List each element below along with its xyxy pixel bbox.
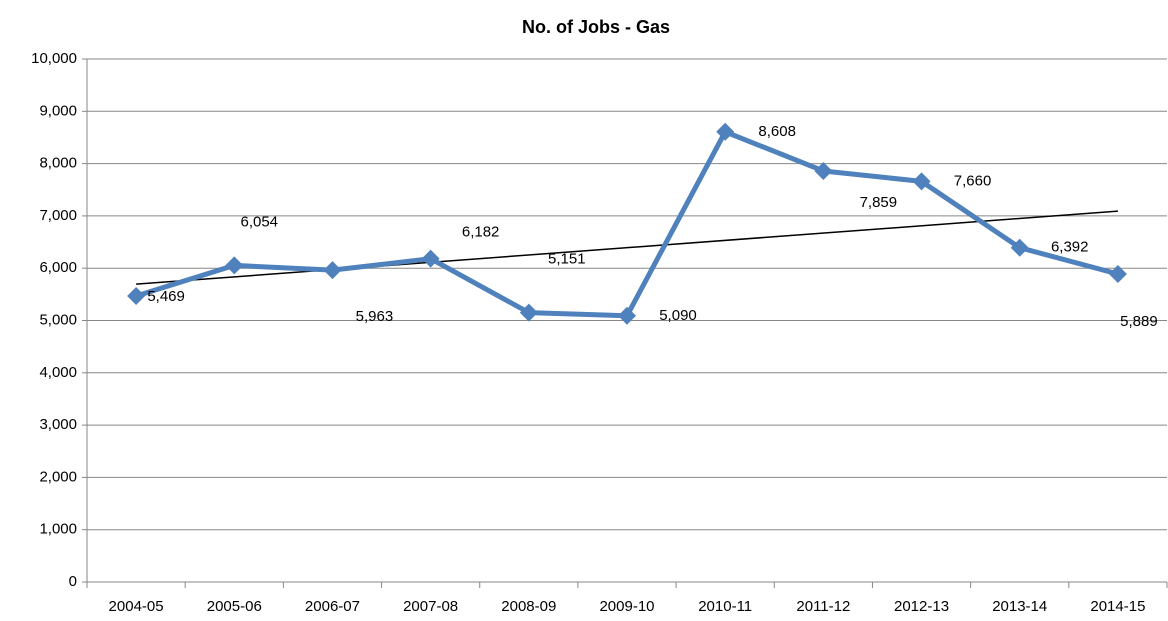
x-tick-label: 2004-05 (109, 598, 164, 615)
y-tick-label: 0 (69, 573, 77, 590)
data-label: 8,608 (758, 123, 796, 140)
y-tick-label: 6,000 (39, 259, 77, 276)
trendline (136, 210, 1118, 285)
data-label: 7,859 (860, 194, 898, 211)
y-tick-label: 8,000 (39, 155, 77, 172)
data-label: 7,660 (954, 172, 992, 189)
y-tick-label: 7,000 (39, 207, 77, 224)
x-tick-label: 2007-08 (403, 598, 458, 615)
y-tick-label: 3,000 (39, 416, 77, 433)
data-point (519, 303, 538, 322)
y-tick-label: 9,000 (39, 102, 77, 119)
y-tick-label: 5,000 (39, 311, 77, 328)
data-label: 5,963 (356, 308, 394, 325)
x-tick-label: 2011-12 (796, 598, 850, 615)
data-point (912, 172, 931, 191)
y-tick-label: 10,000 (31, 50, 77, 67)
data-label: 6,054 (240, 213, 278, 230)
data-point (1010, 238, 1029, 257)
y-tick-label: 2,000 (39, 468, 77, 485)
data-point (618, 306, 636, 325)
data-label: 5,090 (659, 307, 697, 324)
data-label: 5,889 (1120, 313, 1158, 330)
chart-title: No. of Jobs - Gas (522, 17, 670, 37)
x-tick-label: 2014-15 (1090, 598, 1145, 615)
data-label: 5,469 (147, 288, 185, 305)
x-tick-label: 2006-07 (305, 598, 360, 615)
x-tick-label: 2010-11 (698, 598, 752, 615)
y-tick-label: 1,000 (39, 521, 77, 538)
x-tick-label: 2005-06 (207, 598, 262, 615)
data-point (225, 256, 244, 275)
data-line (135, 129, 1119, 319)
x-tick-label: 2008-09 (501, 598, 556, 615)
data-point (814, 161, 833, 180)
data-point (323, 261, 342, 280)
data-label: 6,392 (1051, 239, 1089, 256)
data-label: 6,182 (462, 224, 500, 241)
data-point (127, 286, 146, 305)
data-point (1108, 265, 1127, 284)
x-tick-label: 2009-10 (599, 598, 654, 615)
data-point (716, 122, 735, 141)
x-tick-label: 2012-13 (894, 598, 949, 615)
data-label: 5,151 (548, 251, 586, 268)
data-point (421, 249, 440, 268)
y-tick-label: 4,000 (39, 364, 77, 381)
x-tick-label: 2013-14 (992, 598, 1047, 615)
